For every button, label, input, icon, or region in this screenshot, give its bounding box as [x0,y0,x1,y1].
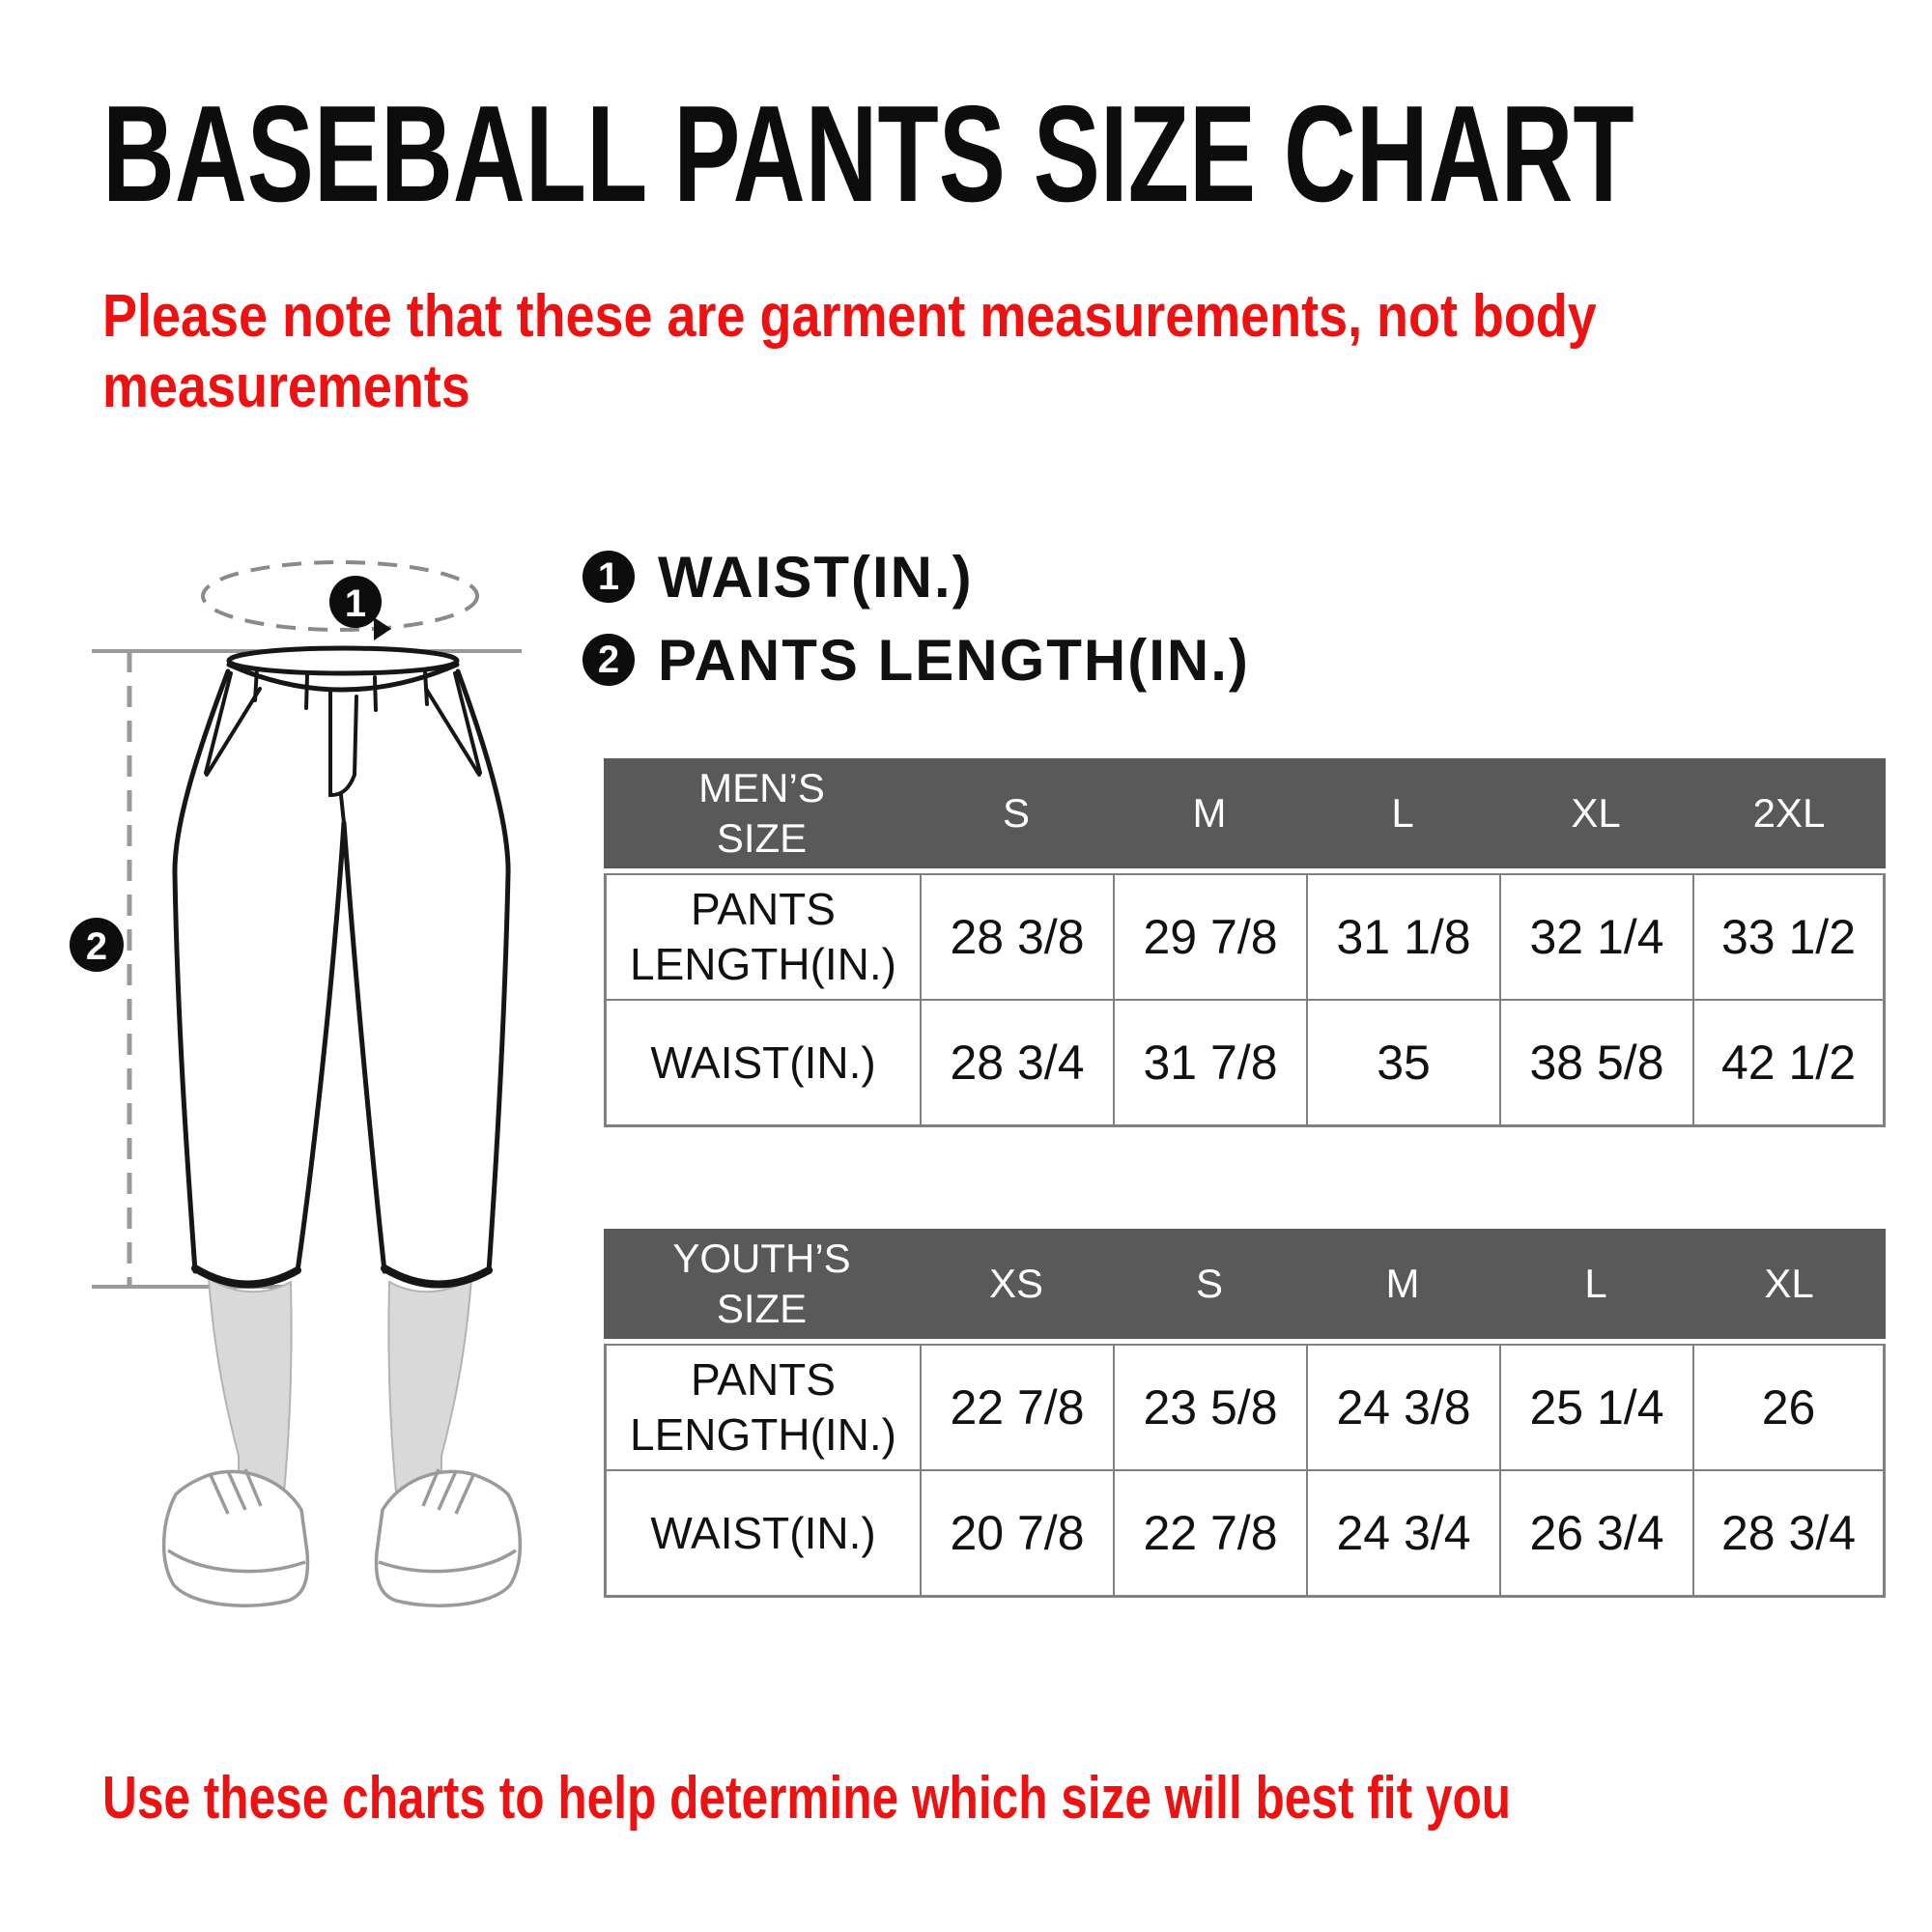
pockets [204,671,482,777]
size-value-cell: 22 7/8 [920,1344,1113,1469]
measure-2-number: 2 [86,925,107,968]
size-value-cell: 35 [1306,999,1499,1127]
waistband-opening [226,645,460,676]
waist-measure-arrow [374,617,391,640]
row-label: PANTS LENGTH(IN.) [604,873,920,999]
footer-note: Use these charts to help determine which… [102,1765,1512,1832]
size-column-header: M [1306,1229,1499,1344]
size-column-header: XS [920,1229,1113,1344]
mens-header-row: MEN’S SIZE S M L XL 2XL [604,758,1886,873]
size-value-cell: 31 7/8 [1113,999,1306,1127]
legend-item-length: 2 PANTS LENGTH(IN.) [582,628,1250,693]
page-title: BASEBALL PANTS SIZE CHART [102,77,1634,231]
size-column-header: M [1113,758,1306,873]
table-row: WAIST(IN.) 28 3/4 31 7/8 35 38 5/8 42 1/… [604,999,1886,1127]
size-column-header: S [920,758,1113,873]
size-value-cell: 26 [1692,1344,1886,1469]
measure-1-badge: 1 [329,576,382,628]
row-label: WAIST(IN.) [604,999,920,1127]
size-column-header: L [1306,758,1499,873]
size-value-cell: 38 5/8 [1499,999,1692,1127]
garment-measurement-note: Please note that these are garment measu… [102,283,1597,420]
pants-outline [172,645,511,1289]
legend-badge-1: 1 [582,551,635,603]
size-value-cell: 22 7/8 [1113,1469,1306,1598]
crotch-seam [339,793,346,825]
size-value-cell: 28 3/4 [1692,1469,1886,1598]
size-value-cell: 24 3/4 [1306,1469,1499,1598]
size-column-header: XL [1692,1229,1886,1344]
size-value-cell: 25 1/4 [1499,1344,1692,1469]
row-label: PANTS LENGTH(IN.) [604,1344,920,1469]
mens-size-table: MEN’S SIZE S M L XL 2XL PANTS LENGTH(IN.… [604,758,1886,1127]
waist-measure-ellipse [201,560,479,640]
measure-2-badge: 2 [70,918,124,972]
pants-diagram: 1 2 [70,560,523,1607]
size-value-cell: 28 3/8 [920,873,1113,999]
legend-label-length: PANTS LENGTH(IN.) [658,627,1250,693]
youth-table-section: YOUTH’S SIZE XS S M L XL PANTS LENGTH(IN… [604,1229,1886,1598]
youth-header-row: YOUTH’S SIZE XS S M L XL [604,1229,1886,1344]
size-column-header: XL [1499,758,1692,873]
size-value-cell: 32 1/4 [1499,873,1692,999]
left-outer-seam [172,668,231,1274]
right-knee-cuff [381,1264,493,1289]
table-row: PANTS LENGTH(IN.) 22 7/8 23 5/8 24 3/8 2… [604,1344,1886,1469]
size-value-cell: 31 1/8 [1306,873,1499,999]
legend-item-waist: 1 WAIST(IN.) [582,545,1250,610]
row-label: WAIST(IN.) [604,1469,920,1598]
size-column-header: 2XL [1692,758,1886,873]
size-value-cell: 42 1/2 [1692,999,1886,1127]
left-inseam [295,820,347,1274]
youth-size-table: YOUTH’S SIZE XS S M L XL PANTS LENGTH(IN… [604,1229,1886,1598]
size-column-header: S [1113,1229,1306,1344]
right-outer-seam [455,668,511,1274]
right-inseam [341,820,387,1274]
sneakers [161,1468,523,1607]
measure-1-number: 1 [345,582,366,625]
size-column-header: L [1499,1229,1692,1344]
size-value-cell: 20 7/8 [920,1469,1113,1598]
mens-table-corner-header: MEN’S SIZE [604,758,920,873]
legend-badge-2: 2 [582,634,635,686]
fly-seam [328,691,358,798]
table-row: PANTS LENGTH(IN.) 28 3/8 29 7/8 31 1/8 3… [604,873,1886,999]
size-value-cell: 24 3/8 [1306,1344,1499,1469]
size-value-cell: 23 5/8 [1113,1344,1306,1469]
legend-label-waist: WAIST(IN.) [658,544,974,610]
table-row: WAIST(IN.) 20 7/8 22 7/8 24 3/4 26 3/4 2… [604,1469,1886,1598]
measurement-legend: 1 WAIST(IN.) 2 PANTS LENGTH(IN.) [582,545,1250,693]
size-value-cell: 33 1/2 [1692,873,1886,999]
youth-table-corner-header: YOUTH’S SIZE [604,1229,920,1344]
size-value-cell: 28 3/4 [920,999,1113,1127]
mens-table-section: MEN’S SIZE S M L XL 2XL PANTS LENGTH(IN.… [604,758,1886,1127]
left-knee-cuff [191,1264,301,1289]
socks [207,1276,473,1503]
size-value-cell: 26 3/4 [1499,1469,1692,1598]
size-value-cell: 29 7/8 [1113,873,1306,999]
